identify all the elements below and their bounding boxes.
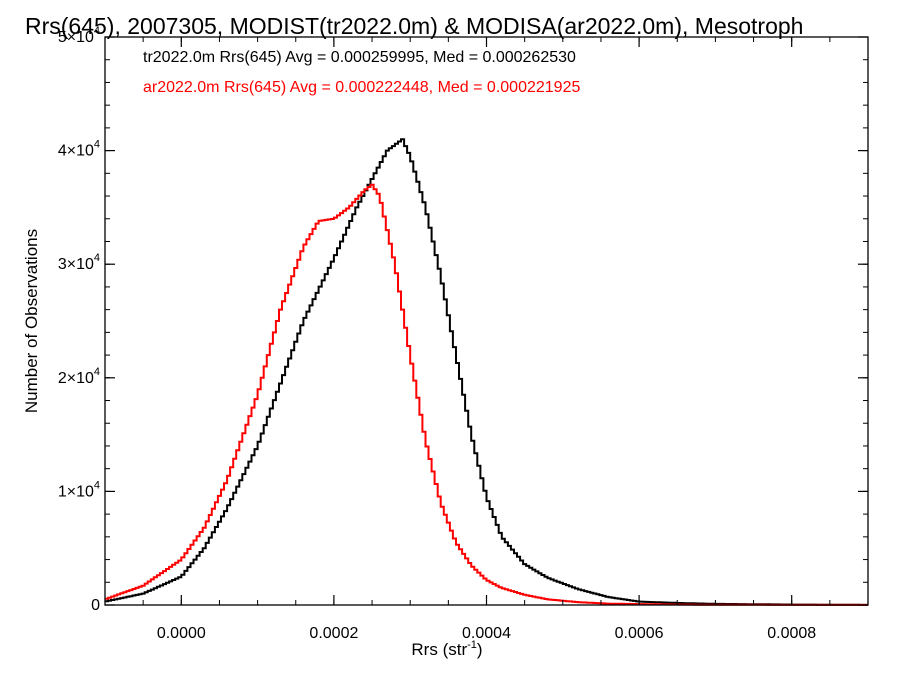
plot-frame: [104, 36, 869, 606]
y-tick-label: 2×104: [58, 366, 100, 387]
x-tick-label: 0.0002: [309, 625, 358, 642]
x-tick-label: 0.0006: [615, 625, 664, 642]
series-line-1: [105, 183, 868, 606]
y-axis-label: Number of Observations: [22, 229, 41, 413]
y-axis: 0 1×104 2×104 3×104 4×104 5×104: [58, 25, 868, 614]
x-axis-label: Rrs (str-1): [411, 639, 482, 659]
y-tick-label: 1×104: [58, 479, 100, 500]
x-tick-label: 0.0004: [462, 625, 511, 642]
x-tick-label: 0.0008: [767, 625, 816, 642]
stat-annotation-1: ar2022.0m Rrs(645) Avg = 0.000222448, Me…: [143, 79, 580, 96]
annotation-group: tr2022.0m Rrs(645) Avg = 0.000259995, Me…: [143, 49, 580, 96]
x-axis-label-text: Rrs (str: [411, 640, 467, 659]
x-tick-label: 0.0000: [157, 625, 206, 642]
y-tick-label: 5×104: [58, 25, 100, 46]
series-layer: [105, 138, 868, 606]
stat-annotation-0: tr2022.0m Rrs(645) Avg = 0.000259995, Me…: [143, 49, 576, 66]
x-axis: 0.0000 0.0002 0.0004 0.0006 0.0008: [104, 37, 869, 642]
y-tick-label: 0: [91, 597, 100, 614]
x-axis-label-close: ): [477, 640, 483, 659]
chart-title: Rrs(645), 2007305, MODIST(tr2022.0m) & M…: [25, 13, 803, 39]
y-tick-label: 4×104: [58, 139, 100, 160]
y-tick-label: 3×104: [58, 252, 100, 273]
series-line-0: [105, 138, 868, 606]
x-axis-label-exponent: -1: [467, 639, 477, 651]
